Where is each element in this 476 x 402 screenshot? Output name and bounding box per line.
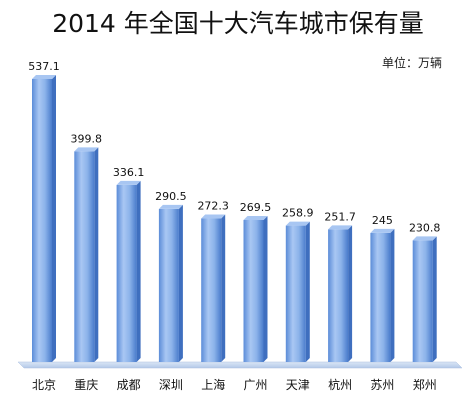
- bar-side: [432, 236, 437, 362]
- x-tick-label: 深圳: [159, 378, 183, 392]
- bar-side: [52, 75, 56, 362]
- bar-top: [158, 204, 183, 209]
- data-label: 258.9: [282, 207, 314, 220]
- bar-front: [201, 218, 222, 362]
- bar-front: [370, 232, 391, 362]
- bar-front: [328, 229, 349, 362]
- data-label: 269.5: [240, 201, 272, 214]
- unit-label: 单位：万辆: [381, 56, 442, 70]
- x-tick-label: 苏州: [370, 378, 394, 392]
- x-tick-label: 郑州: [413, 377, 437, 392]
- bar-front: [243, 219, 264, 362]
- bar: [158, 204, 183, 362]
- bar: [285, 221, 310, 362]
- data-label: 290.5: [155, 190, 187, 203]
- bar-front: [32, 79, 52, 362]
- chart-floor: [17, 361, 463, 369]
- bar-top: [243, 215, 268, 220]
- data-label: 336.1: [113, 166, 145, 179]
- bar-side: [305, 221, 310, 362]
- bar-top: [412, 236, 437, 241]
- bar-side: [348, 225, 353, 362]
- bar-front: [116, 184, 137, 362]
- bar: [370, 228, 395, 362]
- bar-top: [201, 214, 226, 219]
- bar-front: [158, 208, 179, 362]
- bar-top: [116, 180, 141, 185]
- bar-top: [328, 225, 353, 230]
- x-tick-label: 天津: [286, 378, 310, 392]
- bar-side: [263, 215, 268, 362]
- data-label: 272.3: [197, 200, 229, 213]
- bar: [243, 215, 268, 362]
- bar: [412, 236, 437, 362]
- bar-top: [74, 147, 99, 152]
- x-tick-label: 上海: [201, 377, 225, 392]
- data-label: 245: [372, 214, 393, 227]
- bar-top: [32, 75, 56, 79]
- bar: [328, 225, 353, 362]
- bar: [74, 147, 99, 362]
- bar-side: [390, 228, 395, 362]
- x-tick-label: 成都: [117, 378, 141, 392]
- x-tick-label: 重庆: [74, 378, 98, 392]
- bar-front: [74, 151, 95, 362]
- data-label: 230.8: [409, 221, 441, 234]
- bar-side: [221, 214, 226, 362]
- bar-side: [94, 147, 99, 362]
- chart-title: 2014 年全国十大汽车城市保有量: [52, 9, 424, 38]
- data-label: 251.7: [324, 210, 356, 223]
- data-label: 399.8: [71, 132, 103, 145]
- bar-front: [412, 240, 433, 362]
- x-tick-label: 北京: [32, 378, 56, 392]
- bar-side: [178, 204, 183, 362]
- bar-top: [370, 228, 395, 233]
- bar-top: [285, 221, 310, 226]
- data-label: 537.1: [28, 60, 60, 73]
- x-tick-label: 广州: [243, 378, 267, 392]
- x-tick-label: 杭州: [328, 377, 352, 392]
- bar: [116, 180, 141, 362]
- bar-front: [285, 225, 306, 362]
- bar: [201, 214, 226, 362]
- bar-side: [136, 180, 141, 362]
- bar: [32, 75, 56, 362]
